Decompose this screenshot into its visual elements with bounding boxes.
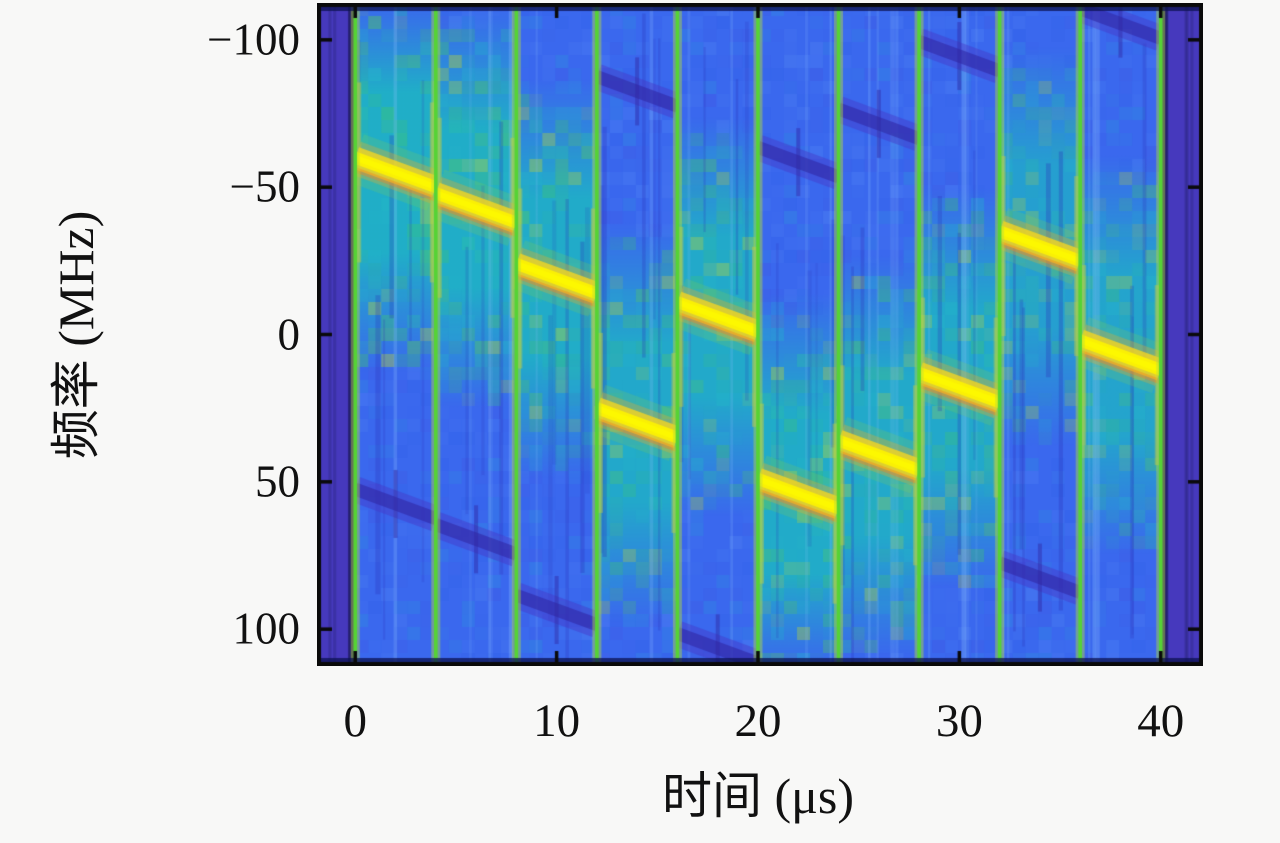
x-axis-tick-label: 0 — [343, 695, 368, 747]
y-axis-tick-label: 100 — [232, 603, 301, 654]
x-axis-tick-label: 10 — [533, 695, 581, 747]
y-axis-tick-label: 50 — [255, 456, 300, 507]
x-axis-tick-label: 30 — [935, 695, 983, 747]
y-axis-title: 频率 (MHz) — [48, 210, 104, 460]
y-axis-tick-label: −50 — [229, 161, 300, 212]
x-axis-tick-label: 20 — [734, 695, 782, 747]
y-axis-tick-label: 0 — [277, 309, 301, 359]
y-axis-tick-label: −100 — [207, 14, 300, 65]
spectrogram-plot-area — [317, 3, 1203, 666]
x-axis-tick-label: 40 — [1137, 695, 1185, 747]
x-axis-title: 时间 (μs) — [661, 768, 855, 824]
